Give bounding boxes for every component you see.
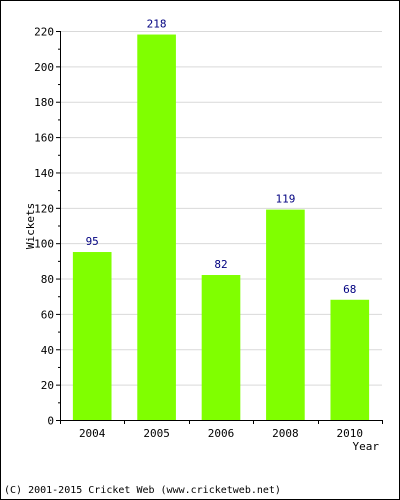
value-label-2008: 119 [275,193,295,206]
bar-2005 [137,34,176,420]
bars [72,34,370,420]
y-tick-label: 180 [34,96,54,109]
value-label-2004: 95 [86,235,99,248]
value-label-2006: 82 [214,258,227,271]
y-tick-label: 80 [41,273,54,286]
x-tick-label-2010: 2010 [337,427,364,440]
x-tick-label-2005: 2005 [143,427,170,440]
y-tick-label: 160 [34,132,54,145]
x-ticks: 2004 2005 2006 2008 2010 [60,420,383,440]
value-label-2010: 68 [343,283,356,296]
y-axis-title: Wickets [24,203,37,249]
value-label-2005: 218 [147,18,167,31]
y-tick-label: 60 [41,308,54,321]
x-tick-label-2004: 2004 [79,427,106,440]
axes [60,31,382,421]
y-ticks: 0 20 40 60 80 100 120 140 160 180 200 220 [34,26,60,428]
y-tick-label: 0 [47,415,54,428]
gridlines [60,31,382,386]
y-tick-label: 220 [34,26,54,39]
x-axis-title: Year [353,440,380,453]
value-labels: 95 218 82 119 68 [86,18,357,296]
footer-copyright: (C) 2001-2015 Cricket Web (www.cricketwe… [4,485,281,496]
bar-2010 [330,299,370,420]
y-tick-label: 200 [34,61,54,74]
y-tick-label: 40 [41,344,54,357]
bar-2004 [72,252,112,420]
y-tick-label: 120 [34,202,54,215]
y-tick-label: 100 [34,238,54,251]
y-tick-label: 20 [41,379,54,392]
x-tick-label-2006: 2006 [208,427,235,440]
x-tick-label-2008: 2008 [272,427,299,440]
y-tick-label: 140 [34,167,54,180]
bar-2006 [201,275,241,420]
bar-2008 [266,209,305,420]
